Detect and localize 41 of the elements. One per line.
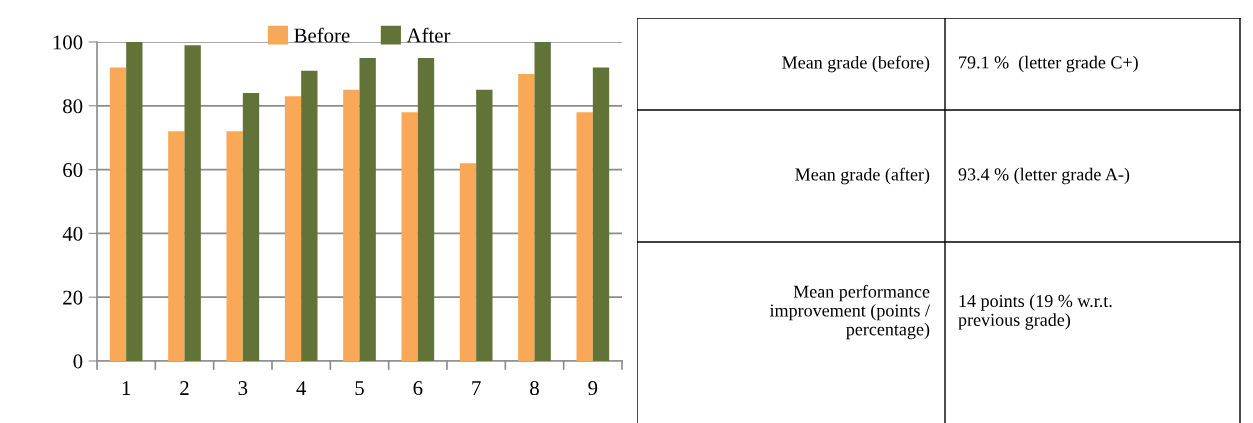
text: Mean performance improvement (points / percentage): [769, 284, 930, 340]
x-tick-label: 1: [122, 381, 131, 395]
bar: [301, 70, 318, 361]
x-tick-label: 2: [180, 381, 189, 395]
bar: [576, 112, 593, 361]
bar: [592, 67, 610, 361]
text: Mean grade (after): [795, 167, 930, 185]
bar: [126, 42, 143, 361]
x-tick-label: 6: [413, 381, 423, 396]
text: Mean grade (before): [782, 55, 930, 73]
bar: [184, 45, 201, 361]
text: 79.1 % (letter grade C+): [959, 55, 1138, 73]
y-tick-label: 0: [73, 354, 83, 369]
bar: [459, 163, 477, 361]
text: 93.4 % (letter grade A-): [958, 167, 1130, 185]
x-tick-label: 4: [296, 381, 307, 395]
bar: [168, 131, 185, 361]
x-tick-label: 7: [472, 381, 481, 395]
y-tick-label: 20: [63, 290, 83, 305]
legend-label: Before: [294, 27, 350, 43]
bar: [476, 89, 493, 361]
y-tick-label: 60: [63, 162, 83, 178]
bar: [417, 57, 435, 361]
legend-label: After: [406, 27, 451, 43]
x-tick-label: 3: [238, 381, 248, 396]
x-tick-label: 8: [530, 381, 539, 396]
bar: [401, 112, 418, 361]
y-tick-label: 80: [63, 99, 83, 114]
text: 14 points (19 % w.r.t. previous grade): [958, 294, 1112, 330]
bar: [242, 93, 260, 361]
bar: [343, 89, 360, 361]
y-tick-label: 40: [62, 226, 83, 241]
y-tick-label: 100: [53, 35, 83, 50]
bar: [534, 42, 551, 361]
bar: [284, 96, 302, 361]
bar: [226, 131, 243, 361]
x-tick-label: 9: [588, 381, 598, 396]
x-tick-label: 5: [355, 381, 364, 396]
bar: [518, 73, 535, 361]
bar: [109, 67, 127, 361]
bar: [359, 57, 376, 361]
